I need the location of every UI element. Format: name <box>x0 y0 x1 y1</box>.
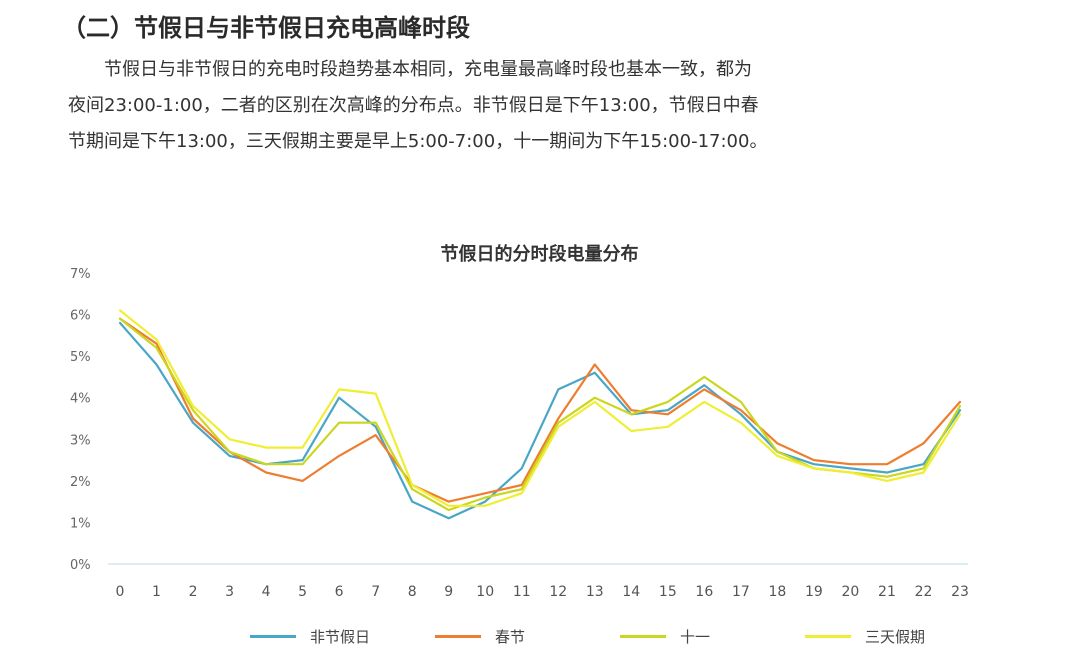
x-tick-label: 21 <box>878 584 896 600</box>
legend-label: 十一 <box>680 628 711 646</box>
legend-label: 春节 <box>495 628 526 646</box>
paragraph-line: 节假日与非节假日的充电时段趋势基本相同，充电量最高峰时段也基本一致，都为 <box>104 59 752 80</box>
description-paragraph: 节假日与非节假日的充电时段趋势基本相同，充电量最高峰时段也基本一致，都为 夜间2… <box>68 52 1008 160</box>
x-tick-label: 19 <box>805 584 823 600</box>
chart-title: 节假日的分时段电量分布 <box>440 244 639 265</box>
section-heading: （二）节假日与非节假日充电高峰时段 <box>62 14 470 42</box>
x-tick-label: 16 <box>695 584 713 600</box>
x-tick-label: 23 <box>951 584 969 600</box>
x-tick-label: 8 <box>408 584 417 600</box>
series-line <box>118 317 962 512</box>
y-tick-label: 7% <box>70 267 91 282</box>
legend-item: 十一 <box>620 626 805 647</box>
x-tick-label: 12 <box>549 584 567 600</box>
series-line <box>118 317 962 503</box>
x-tick-label: 13 <box>586 584 604 600</box>
legend-swatch <box>805 635 851 638</box>
series-line <box>118 321 962 520</box>
x-tick-label: 9 <box>444 584 453 600</box>
legend-item: 春节 <box>435 626 620 647</box>
paragraph-line: 夜间23:00-1:00，二者的区别在次高峰的分布点。非节假日是下午13:00，… <box>68 95 759 116</box>
legend-label: 非节假日 <box>310 628 371 646</box>
chart-legend: 非节假日 春节 十一 三天假期 <box>250 626 990 647</box>
legend-swatch <box>435 635 481 638</box>
x-tick-label: 5 <box>298 584 307 600</box>
series-line <box>118 309 962 507</box>
legend-swatch <box>250 635 296 638</box>
x-tick-label: 14 <box>622 584 640 600</box>
legend-item: 非节假日 <box>250 626 435 647</box>
x-tick-label: 22 <box>915 584 933 600</box>
x-tick-label: 20 <box>842 584 860 600</box>
x-tick-label: 2 <box>189 584 198 600</box>
x-tick-label: 3 <box>225 584 234 600</box>
x-tick-label: 18 <box>768 584 786 600</box>
y-tick-label: 2% <box>70 475 91 490</box>
x-tick-label: 11 <box>513 584 531 600</box>
legend-item: 三天假期 <box>805 626 990 647</box>
y-tick-label: 3% <box>70 433 91 448</box>
y-tick-label: 0% <box>70 558 91 573</box>
x-tick-label: 4 <box>262 584 271 600</box>
paragraph-line: 节期间是下午13:00，三天假期主要是早上5:00-7:00，十一期间为下午15… <box>68 131 768 152</box>
x-tick-label: 10 <box>476 584 494 600</box>
y-tick-label: 1% <box>70 516 91 531</box>
x-tick-label: 1 <box>152 584 161 600</box>
x-tick-label: 15 <box>659 584 677 600</box>
y-tick-label: 6% <box>70 309 91 324</box>
x-tick-label: 0 <box>116 584 125 600</box>
x-tick-label: 7 <box>371 584 380 600</box>
y-tick-label: 4% <box>70 392 91 407</box>
legend-label: 三天假期 <box>865 628 926 646</box>
x-tick-label: 17 <box>732 584 750 600</box>
y-tick-label: 5% <box>70 350 91 365</box>
x-tick-label: 6 <box>335 584 344 600</box>
legend-swatch <box>620 635 666 638</box>
